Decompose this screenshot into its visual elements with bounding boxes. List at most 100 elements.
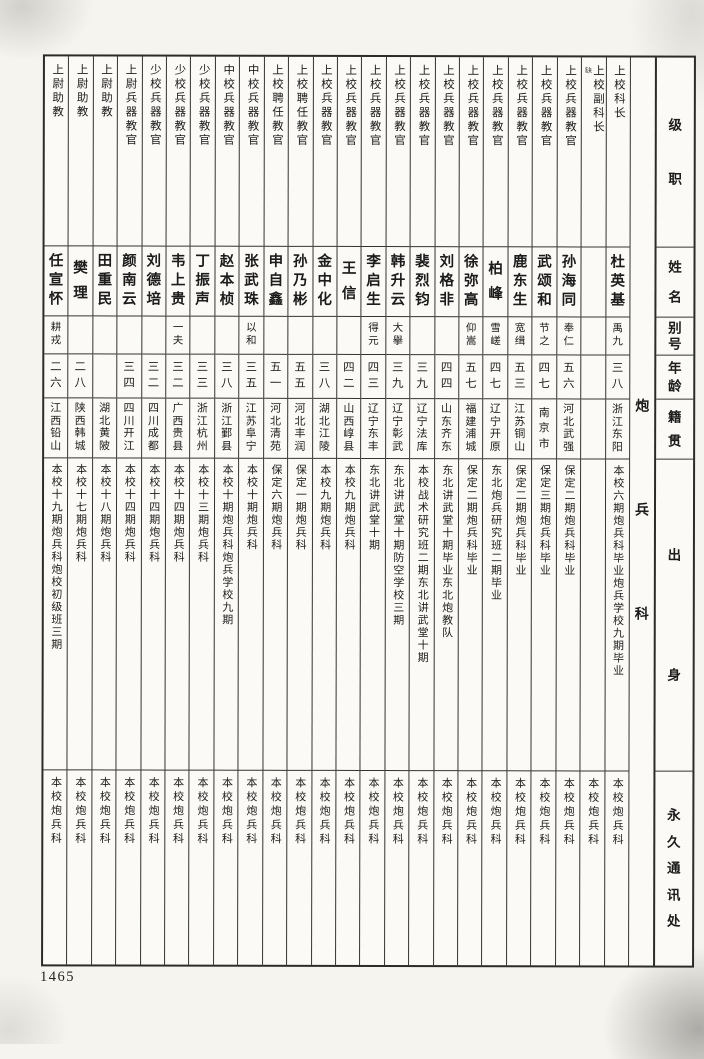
alias-cell: 得元: [361, 316, 386, 356]
name-cell: 任宣怀: [44, 246, 68, 317]
background-cell: 本校十三期炮兵科: [189, 458, 214, 771]
native-place-cell: 山西崞县: [337, 398, 361, 459]
name-cell: 刘格非: [435, 247, 459, 318]
background-cell: 本校九期炮兵科: [336, 458, 361, 771]
background-cell: 本校六期炮兵科毕业炮兵学校九期毕业: [605, 459, 630, 772]
person-column: 上校兵器教官柏峰雪嵯四七辽宁开原东北炮兵研究班二期毕业 本校炮兵科: [481, 57, 508, 966]
name-cell: 柏峰: [483, 247, 508, 318]
native-place-cell: 江苏阜宁: [239, 398, 263, 459]
name-cell: 张武珠: [239, 246, 264, 317]
rank-cell: 上校兵器教官: [361, 56, 386, 248]
name-cell: 王信: [337, 246, 361, 317]
address-cell: 本校炮兵科: [220, 776, 233, 847]
alias-cell: [434, 317, 459, 356]
age-cell: 五三: [508, 355, 532, 400]
name-cell: 徐弥高: [459, 247, 484, 318]
native-place-cell: 四川成都: [141, 398, 166, 459]
native-place-cell: 辽宁法库: [410, 399, 434, 460]
name-cell: 金中化: [312, 246, 337, 317]
section-column: 炮兵科: [628, 57, 655, 966]
background-cell: 东北讲武堂十期防空学校三期: [385, 459, 410, 772]
address-cell: 本校炮兵科: [488, 777, 502, 848]
person-column: 上尉助教任宣怀耕戎二六江西铅山本校十九期炮兵科炮校初级班三期 本校炮兵科: [43, 56, 69, 964]
name-cell: 樊理: [68, 246, 93, 317]
age-cell: 四四: [434, 355, 459, 400]
background-cell: [580, 459, 605, 772]
background-cell: 保定二期炮兵科毕业: [556, 459, 581, 772]
address-cell: 本校炮兵科: [513, 777, 526, 848]
person-column: 上校聘任教官孙乃彬五五河北丰润保定一期炮兵科 本校炮兵科: [286, 56, 313, 965]
address-cell: 本校炮兵科: [98, 776, 111, 847]
address-cell: 本校炮兵科: [537, 777, 550, 848]
rank-cell: 中校兵器教官: [239, 56, 264, 247]
age-cell: [92, 354, 117, 399]
header-address: 永久通讯处: [666, 807, 681, 929]
name-cell: [581, 247, 606, 318]
background-cell: 东北讲武堂十期: [360, 458, 385, 772]
background-cell: 保定二期炮兵科毕业: [458, 459, 483, 772]
row-header-column: 级职 姓名 别号 年龄 籍贯 出身 永久通讯处: [653, 57, 694, 966]
address-cell: 本校炮兵科: [269, 776, 282, 847]
age-cell: 二八: [68, 354, 93, 399]
age-cell: 三九: [386, 355, 410, 400]
age-cell: 三二: [166, 354, 190, 399]
rank-cell: 上校兵器教官: [557, 57, 582, 248]
rank-cell: 上校兵器教官: [459, 57, 484, 248]
alias-cell: [337, 316, 361, 355]
section-title: 炮兵科: [634, 399, 650, 623]
alias-cell: [141, 316, 166, 355]
background-cell: 本校十八期炮兵科: [92, 458, 117, 771]
name-cell: 韦上贵: [166, 246, 190, 317]
background-cell: 本校战术研究班二期东北讲武堂十期: [409, 459, 434, 772]
alias-cell: 奉仁: [557, 317, 581, 356]
background-cell: 保定二期炮兵科毕业: [507, 459, 532, 772]
rank-cell: 上校兵器教官: [410, 57, 435, 248]
rank-cell: 上校兵器教官: [313, 56, 337, 247]
person-column: 上校兵器教官王信四二山西崞县本校九期炮兵科 本校炮兵科: [334, 56, 362, 965]
alias-cell: 大擧: [386, 317, 410, 356]
native-place-cell: 四川开江: [117, 398, 141, 459]
person-column: 上校兵器教官金中化三八湖北江陵本校九期炮兵科 本校炮兵科: [310, 56, 337, 965]
alias-cell: 雪嵯: [483, 317, 508, 356]
name-cell: 赵本桢: [215, 246, 239, 317]
age-cell: 三五: [239, 354, 263, 399]
age-cell: 五七: [459, 355, 483, 400]
person-column: 上尉兵器教官颜南云三四四川开江本校十四期炮兵科 本校炮兵科: [115, 56, 142, 965]
background-cell: 本校十四期炮兵科: [116, 458, 141, 771]
age-cell: 四七: [532, 355, 557, 400]
address-cell: 本校炮兵科: [195, 776, 209, 847]
address-cell: 本校炮兵科: [244, 776, 257, 847]
person-column: 上校科长杜英基禹九三八浙江东阳本校六期炮兵科毕业炮兵学校九期毕业 本校炮兵科: [603, 57, 630, 966]
alias-cell: 以和: [239, 316, 264, 355]
name-cell: 刘德培: [141, 246, 166, 317]
name-cell: 武颂和: [532, 247, 557, 318]
native-place-cell: 广西贵县: [166, 398, 190, 459]
name-cell: 申自鑫: [264, 246, 288, 317]
header-native-place: 籍贯: [656, 399, 694, 460]
native-place-cell: 河北丰润: [288, 398, 312, 459]
address-cell: 本校炮兵科: [147, 776, 160, 847]
native-place-cell: 浙江杭州: [190, 398, 215, 459]
age-cell: [581, 355, 605, 400]
age-cell: 三九: [410, 355, 434, 400]
native-place-cell: 湖北江陵: [312, 398, 337, 459]
age-cell: 四三: [361, 354, 386, 400]
person-column: 少校兵器教官刘德培三二四川成都本校十四期炮兵科 本校炮兵科: [139, 56, 166, 965]
name-cell: 颜南云: [117, 246, 142, 317]
address-cell: 本校炮兵科: [171, 776, 184, 847]
alias-cell: [190, 316, 215, 355]
page-number: 1465: [40, 969, 75, 985]
vacancy-note: 缺: [584, 66, 593, 74]
person-column: 上尉助教樊理二八陕西韩城本校十七期炮兵科 本校炮兵科: [66, 56, 93, 965]
age-cell: 四二: [337, 354, 361, 399]
address-cell: 本校炮兵科: [562, 777, 575, 848]
person-column: 上校兵器教官刘格非四四山东齐东东北讲武堂十期毕业东北炮教队 本校炮兵科: [432, 57, 459, 966]
person-column: 上尉助教田重民湖北黄陂本校十八期炮兵科 本校炮兵科: [90, 56, 118, 965]
background-cell: 本校十四期炮兵科: [141, 458, 166, 771]
native-place-cell: 河北武强: [556, 399, 581, 460]
person-column: 少校兵器教官丁振声三三浙江杭州本校十三期炮兵科 本校炮兵科: [188, 56, 215, 965]
address-cell: 本校炮兵科: [415, 777, 428, 848]
rank-cell: 上尉助教: [93, 56, 118, 247]
native-place-cell: [581, 399, 605, 460]
header-rank: 级职: [656, 57, 694, 248]
